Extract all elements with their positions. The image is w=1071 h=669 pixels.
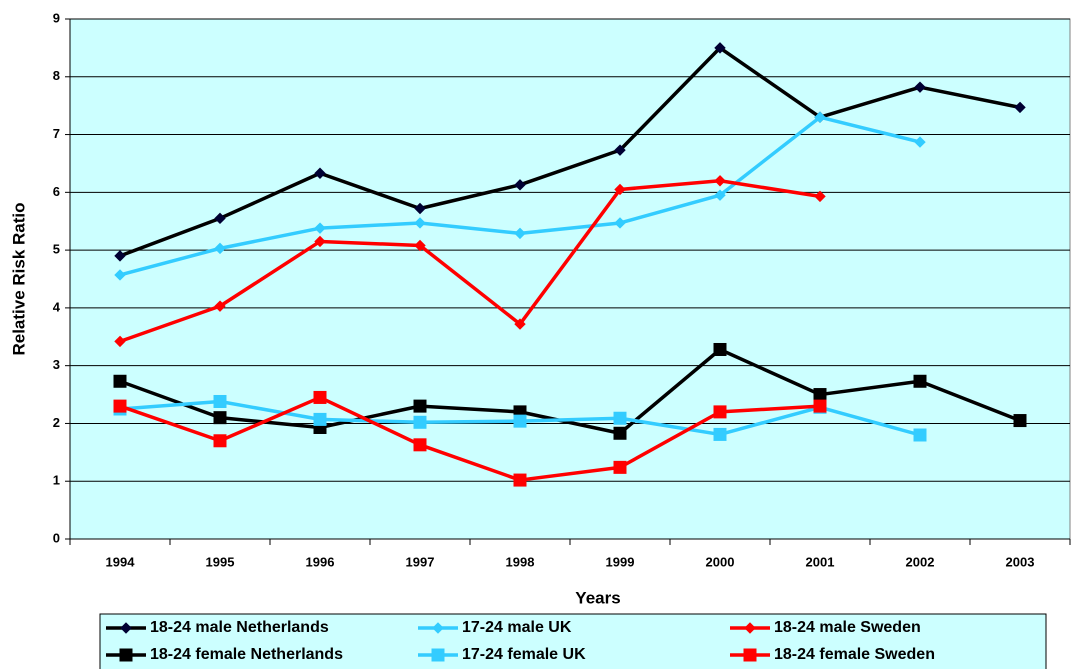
y-tick-label: 3	[53, 357, 60, 372]
x-tick-label: 2002	[906, 554, 935, 569]
marker	[914, 136, 926, 148]
x-axis-title: Years	[575, 588, 620, 607]
marker	[614, 217, 626, 229]
marker	[414, 217, 426, 229]
marker	[914, 81, 926, 93]
legend-label: 18-24 male Sweden	[774, 619, 921, 636]
marker	[432, 622, 444, 634]
marker	[113, 399, 127, 413]
legend-box	[99, 613, 1047, 669]
marker	[213, 411, 227, 425]
x-tick-label: 2003	[1006, 554, 1035, 569]
marker	[513, 473, 527, 487]
marker	[313, 412, 327, 426]
marker	[1014, 101, 1026, 114]
series-line	[119, 46, 1021, 258]
y-tick-label: 7	[53, 126, 60, 141]
marker	[613, 411, 627, 425]
marker	[213, 434, 227, 448]
marker	[743, 648, 757, 662]
y-tick-label: 1	[53, 473, 60, 488]
marker	[713, 342, 727, 356]
marker	[514, 318, 526, 330]
legend-label: 17-24 female UK	[462, 646, 586, 663]
marker	[614, 144, 626, 156]
marker	[413, 438, 427, 452]
marker	[614, 183, 626, 196]
y-tick-label: 0	[53, 530, 60, 545]
x-tick-label: 1995	[206, 554, 235, 569]
marker	[214, 212, 226, 225]
marker	[814, 111, 826, 123]
marker	[114, 250, 126, 262]
legend-label: 18-24 male Netherlands	[150, 619, 329, 636]
series-line	[119, 347, 1021, 436]
y-axis-title: Relative Risk Ratio	[9, 202, 28, 355]
legend-label: 17-24 male UK	[462, 619, 572, 636]
y-tick-label: 2	[53, 415, 60, 430]
marker	[1013, 414, 1027, 428]
marker	[314, 222, 326, 234]
marker	[913, 374, 927, 388]
marker	[714, 189, 726, 201]
marker	[413, 415, 427, 429]
marker	[913, 428, 927, 442]
y-tick-label: 5	[53, 242, 60, 257]
marker	[114, 269, 126, 281]
marker	[413, 399, 427, 413]
marker	[113, 374, 127, 388]
marker	[813, 388, 827, 402]
marker	[713, 427, 727, 441]
marker	[313, 390, 327, 404]
x-tick-label: 2000	[706, 554, 735, 569]
series-line	[119, 395, 821, 482]
y-tick-label: 8	[53, 68, 60, 83]
marker	[314, 167, 326, 179]
marker	[714, 175, 726, 187]
x-tick-label: 1998	[506, 554, 535, 569]
marker	[414, 202, 426, 215]
series-line	[119, 179, 821, 344]
legend-label: 18-24 female Netherlands	[150, 646, 343, 663]
marker	[213, 394, 227, 408]
marker	[431, 648, 445, 662]
x-tick-label: 1994	[106, 554, 136, 569]
marker	[613, 460, 627, 474]
y-tick-label: 9	[53, 10, 60, 25]
marker	[814, 190, 826, 203]
marker	[214, 242, 226, 255]
marker	[514, 179, 526, 191]
x-tick-label: 1996	[306, 554, 335, 569]
marker	[414, 239, 426, 252]
marker	[813, 399, 827, 413]
marker	[613, 426, 627, 440]
marker	[514, 227, 526, 240]
marker	[114, 335, 126, 348]
x-tick-label: 2001	[806, 554, 835, 569]
x-tick-label: 1997	[406, 554, 435, 569]
y-tick-label: 4	[53, 299, 61, 314]
marker	[714, 42, 726, 54]
marker	[119, 648, 133, 662]
legend-label: 18-24 female Sweden	[774, 646, 935, 663]
x-tick-label: 1999	[606, 554, 635, 569]
marker	[513, 414, 527, 428]
marker	[713, 405, 727, 419]
y-tick-label: 6	[53, 184, 60, 199]
marker	[744, 622, 756, 634]
marker	[214, 300, 226, 312]
marker	[120, 622, 132, 634]
plot-area	[69, 18, 1071, 540]
marker	[314, 235, 326, 248]
